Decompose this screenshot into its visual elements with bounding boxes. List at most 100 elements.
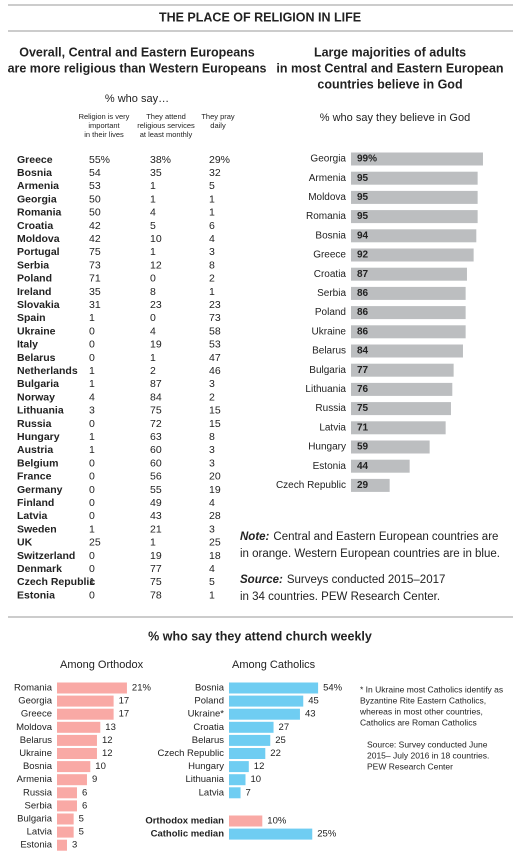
category-label: Ukraine [19, 748, 52, 759]
bar [351, 286, 466, 300]
source-text: Source: Surveys conducted 2015–2017 [240, 574, 445, 586]
category-label: Bosnia [195, 683, 225, 694]
value-label: 12 [102, 735, 113, 746]
category-label: Bosnia [315, 230, 346, 241]
table-value: 4 [89, 391, 95, 403]
table-value: 75 [89, 246, 101, 258]
bar [229, 695, 304, 707]
bar [351, 421, 446, 435]
bar [57, 826, 74, 838]
footnote-source: Source: Survey conducted June [367, 739, 488, 749]
category-label: Moldova [308, 192, 346, 203]
value-label: 9 [92, 774, 97, 785]
table-subtitle: % who say… [105, 93, 169, 105]
note-text: Note: Central and Eastern European countr… [240, 531, 498, 543]
category-label: Lithuania [185, 774, 224, 785]
value-label: 75 [357, 403, 369, 414]
table-value: 5 [209, 180, 215, 192]
table-value: 8 [209, 431, 215, 443]
table-value: 1 [89, 444, 95, 456]
bar [57, 721, 101, 733]
table-value: 1 [89, 576, 95, 588]
table-value: 78 [150, 589, 162, 601]
table-value: 1 [150, 246, 156, 258]
value-label: 76 [357, 384, 369, 395]
bar [57, 813, 74, 825]
table-value: 19 [150, 339, 162, 351]
country-name: Austria [17, 444, 53, 456]
value-label: 6 [82, 787, 87, 798]
country-name: Switzerland [17, 550, 75, 562]
table-value: 0 [89, 325, 95, 337]
table-value: 50 [89, 193, 101, 205]
country-name: Romania [17, 207, 62, 219]
note-text: in orange. Western European countries ar… [240, 548, 500, 560]
category-label: Bulgaria [17, 814, 53, 825]
table-title: are more religious than Western European… [8, 61, 267, 75]
chart-title: Among Orthodox [60, 659, 144, 671]
column-header: daily [210, 121, 226, 130]
country-name: Bulgaria [17, 378, 59, 390]
note-line: Central and Eastern European countries a… [273, 531, 498, 543]
source-line: in 34 countries. PEW Research Center. [240, 591, 440, 603]
table-value: 0 [89, 471, 95, 483]
table-value: 0 [89, 550, 95, 562]
table-value: 32 [209, 167, 221, 179]
table-value: 2 [209, 273, 215, 285]
table-value: 63 [150, 431, 162, 443]
country-name: Armenia [17, 180, 59, 192]
category-label: Belarus [192, 735, 224, 746]
value-label: 94 [357, 230, 369, 241]
column-header: in their lives [84, 130, 124, 139]
table-value: 1 [89, 431, 95, 443]
category-label: Bosnia [23, 761, 53, 772]
median-bar [229, 815, 263, 827]
category-label: Latvia [199, 787, 225, 798]
table-value: 75 [150, 405, 162, 417]
table-value: 0 [150, 312, 156, 324]
table-value: 75 [150, 576, 162, 588]
chart-title: in most Central and Eastern European [276, 61, 503, 75]
category-label: Serbia [25, 800, 53, 811]
country-name: Ukraine [17, 325, 56, 337]
category-label: Romania [306, 211, 346, 222]
category-label: Croatia [193, 722, 224, 733]
country-name: Latvia [17, 510, 48, 522]
table-value: 1 [209, 589, 215, 601]
chart-title: Large majorities of adults [314, 45, 466, 59]
table-value: 12 [150, 259, 162, 271]
table-value: 0 [89, 589, 95, 601]
table-value: 5 [209, 576, 215, 588]
median-value: 10% [267, 816, 287, 827]
table-value: 4 [150, 325, 156, 337]
table-value: 3 [209, 444, 215, 456]
country-name: Hungary [17, 431, 60, 443]
chart-title: Among Catholics [232, 659, 316, 671]
value-label: 44 [357, 461, 369, 472]
bar [229, 748, 266, 759]
value-label: 25 [275, 735, 286, 746]
bar [351, 459, 410, 473]
table-value: 0 [89, 457, 95, 469]
bar [57, 695, 114, 707]
bar [351, 306, 466, 320]
country-name: Finland [17, 497, 54, 509]
bar [229, 721, 274, 733]
category-label: Czech Republic [157, 748, 224, 759]
note-label: Note: [240, 531, 270, 543]
value-label: 13 [105, 722, 116, 733]
column-header: They attend [146, 112, 186, 121]
table-value: 2 [150, 365, 156, 377]
bar [57, 682, 127, 694]
value-label: 10 [95, 761, 106, 772]
category-label: Moldova [16, 722, 53, 733]
value-label: 95 [357, 211, 369, 222]
median-label: Catholic median [151, 829, 225, 840]
value-label: 95 [357, 173, 369, 184]
value-label: 17 [119, 709, 130, 720]
bar [351, 152, 483, 166]
table-value: 25 [209, 537, 221, 549]
bar [229, 787, 241, 799]
table-value: 58 [209, 325, 221, 337]
category-label: Russia [23, 787, 53, 798]
